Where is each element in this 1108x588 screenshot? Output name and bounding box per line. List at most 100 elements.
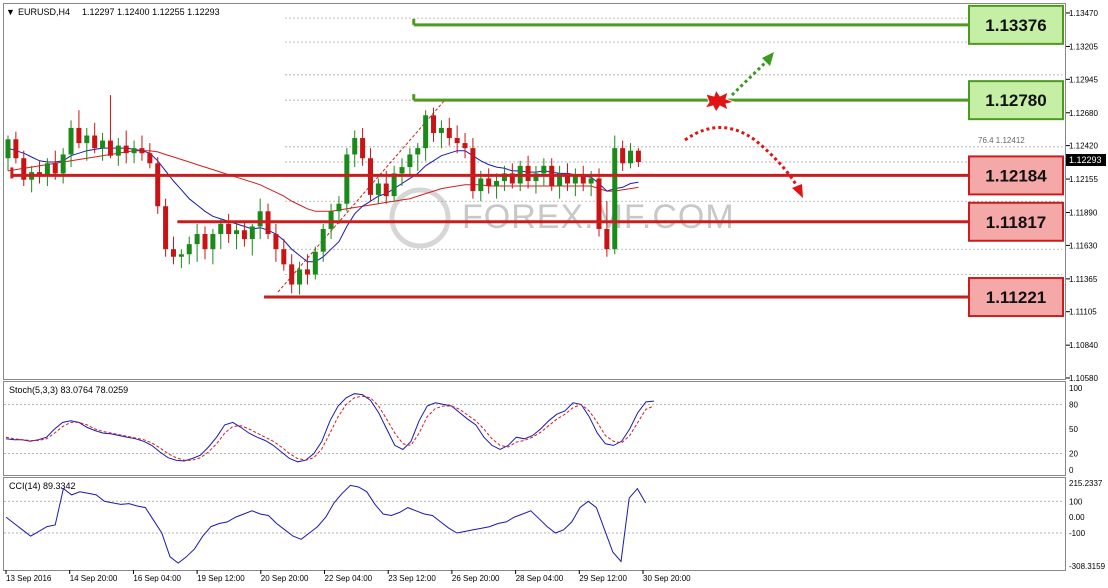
stoch-tick-label: 80 [1069,400,1078,409]
candle-body [297,269,303,285]
candle [84,127,90,161]
candle [352,130,358,168]
candle-body [580,175,586,184]
candle-body [44,163,50,176]
candle-body [202,234,208,250]
ma-slow-line [7,150,639,212]
candle [415,143,421,171]
candle-body [344,154,350,204]
levels: 1.13376 1.12780 1.12184 1.11817 1.11221 [10,4,1064,318]
candle [123,130,129,164]
candle [100,132,106,161]
candle [115,138,121,166]
candle [635,148,641,168]
level-support: 1.11817 [177,201,1064,242]
cci-line [5,484,647,564]
time-tick-label: 20 Sep 20:00 [261,574,309,583]
price-tick-label: 1.12155 [1069,175,1098,184]
time-tick-label: 19 Sep 12:00 [197,574,245,583]
time-axis: 13 Sep 2016 14 Sep 20:00 16 Sep 04:00 19 Se… [5,570,691,583]
candle [604,201,610,257]
candle-body [21,158,27,180]
time-tick-label: 28 Sep 04:00 [516,574,564,583]
candle [360,127,366,166]
time-tick-label: 22 Sep 04:00 [325,574,373,583]
stoch-tick-label: 0 [1069,466,1074,475]
candle-body [218,223,224,235]
candle [344,148,350,212]
candle-body [257,211,263,227]
explosion-icon [703,88,736,113]
candle-body [234,230,240,235]
candle-body [628,150,634,164]
candle-body [454,138,460,144]
current-price-marker [1066,154,1106,166]
candle [210,228,216,265]
stoch-main-line [5,393,655,463]
candle [155,156,161,214]
price-tick-label: 1.13205 [1069,42,1098,51]
price-tick-label: 1.13470 [1069,9,1098,18]
candle-body [446,127,452,139]
time-tick-label: 23 Sep 12:00 [388,574,436,583]
candle [13,131,19,164]
candle [68,120,74,168]
candle-body [186,244,192,255]
candle [147,143,153,169]
candle [399,158,405,187]
candle-body [226,223,232,235]
price-tick-label: 1.10840 [1069,341,1098,350]
candle [60,148,66,184]
stoch-tick-label: 50 [1069,425,1078,434]
cci-panel-frame [3,477,1066,571]
candle [194,223,200,262]
bear-arrow-head-icon [792,184,803,198]
candle-body [541,165,547,174]
price-axis: 1.13470 1.13205 1.12945 1.12680 1.12420 1.121… [1066,9,1098,383]
candle-body [100,140,106,149]
price-tick-label: 1.11890 [1069,209,1098,218]
candle [76,110,82,149]
bull-forecast-arrow [730,58,770,97]
stoch-tick-label: 100 [1069,384,1083,393]
candle [186,236,192,265]
candle-body [383,183,389,197]
candle [541,158,547,187]
symbol-dropdown-icon[interactable]: ▼ [6,7,15,17]
candle-body [281,249,287,265]
candle [391,165,397,202]
candle [139,135,145,161]
stoch-axis: 100 80 50 20 0 [4,384,1083,475]
price-tick-label: 1.12680 [1069,109,1098,118]
candle-body [84,135,90,144]
candle-body [115,145,121,156]
candle-body [407,154,413,168]
candle-body [92,135,98,149]
ohlc-values: 1.12297 1.12400 1.12255 1.12293 [82,7,220,17]
candle-body [596,178,602,229]
candle-body [486,178,492,187]
candle-body [155,163,161,207]
candle [163,198,169,257]
candle-body [462,143,468,149]
candle [21,150,27,187]
candle-body [572,175,578,184]
candle-body [320,228,326,252]
candle-body [375,183,381,195]
stoch-signal-line [5,395,655,461]
bull-arrow-head-icon [762,52,774,66]
candle-body [533,173,539,181]
candle [407,148,413,176]
candle-body [620,148,626,164]
price-tick-label: 1.10580 [1069,374,1098,383]
candle-body [60,154,66,174]
candle-body [478,178,484,192]
candle-body [494,180,500,187]
level-label: 1.11221 [986,288,1047,307]
candle [612,135,618,255]
candle-body [241,230,247,240]
candle-body [289,264,295,285]
candle-body [107,140,113,156]
candle [249,223,255,256]
cci-title: CCI(14) 89.3342 [9,481,76,491]
